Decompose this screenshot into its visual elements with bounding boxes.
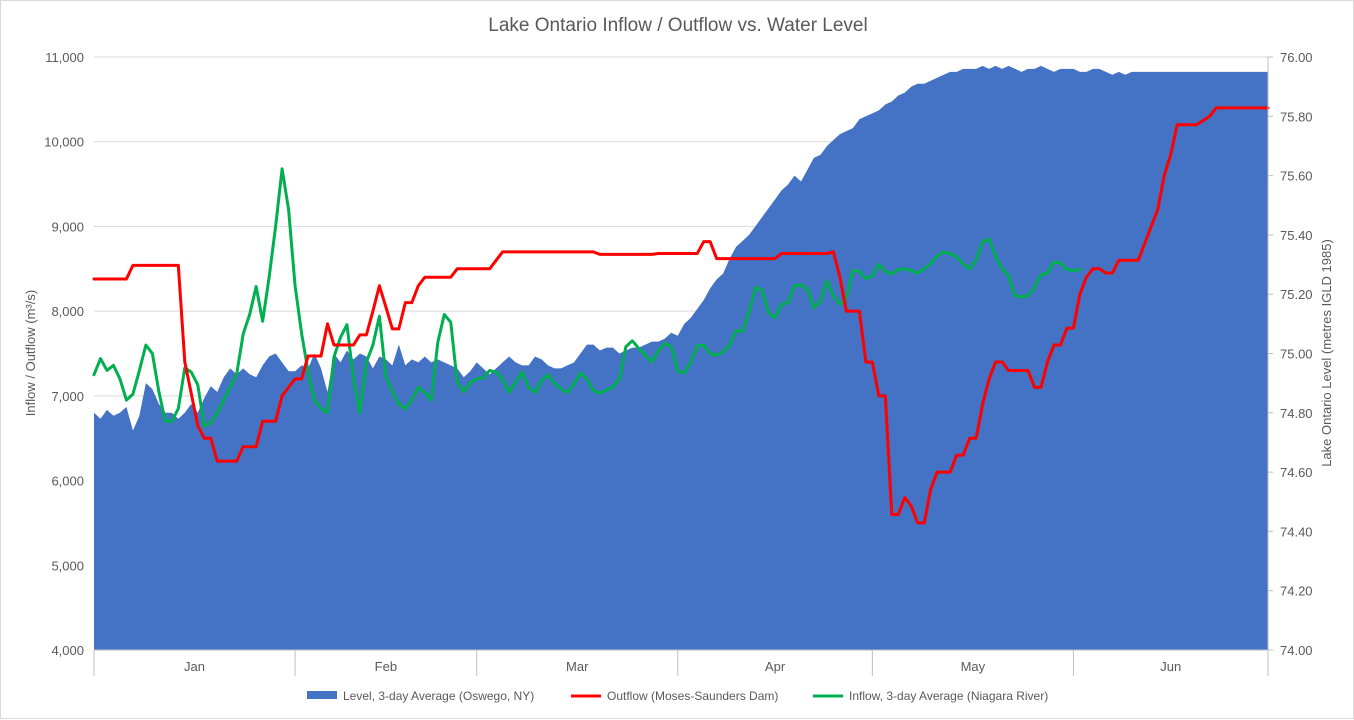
legend-label: Level, 3-day Average (Oswego, NY) (343, 689, 534, 703)
outflow-line (92, 106, 1270, 525)
y-axis-label-right: Lake Ontario Level (metres IGLD 1985) (1319, 239, 1334, 467)
chart-title: Lake Ontario Inflow / Outflow vs. Water … (488, 15, 867, 36)
left-tick-label: 8,000 (51, 304, 84, 319)
legend-swatch-level (307, 691, 337, 699)
left-tick-label: 10,000 (44, 135, 84, 150)
left-tick-label: 5,000 (51, 558, 84, 573)
legend-label: Outflow (Moses-Saunders Dam) (607, 689, 778, 703)
right-tick-label: 74.00 (1280, 643, 1313, 658)
right-tick-label: 74.60 (1280, 465, 1313, 480)
month-label: Jun (1160, 659, 1181, 674)
month-label: Mar (566, 659, 589, 674)
left-axis-ticks: 4,000 5,000 6,000 7,000 8,000 9,000 10,000 11,0… (44, 50, 84, 658)
left-tick-label: 6,000 (51, 474, 84, 489)
level-series (94, 65, 1268, 650)
y-axis-label-left: Inflow / Outflow (m³/s) (23, 290, 38, 416)
month-label: Apr (765, 659, 786, 674)
right-tick-label: 75.60 (1280, 169, 1313, 184)
right-tick-label: 74.20 (1280, 584, 1313, 599)
left-tick-label: 7,000 (51, 389, 84, 404)
right-tick-label: 75.80 (1280, 109, 1313, 124)
inflow-series (92, 167, 1082, 428)
left-tick-label: 4,000 (51, 643, 84, 658)
left-tick-label: 9,000 (51, 219, 84, 234)
month-label: Feb (375, 659, 397, 674)
right-tick-label: 74.40 (1280, 524, 1313, 539)
month-label: May (961, 659, 986, 674)
legend: Level, 3-day Average (Oswego, NY) Outflow… (307, 689, 1048, 703)
right-axis-ticks: 74.00 74.20 74.40 74.60 74.80 75.00 75.20 75.40… (1268, 50, 1313, 658)
level-area (94, 65, 1268, 650)
right-tick-label: 76.00 (1280, 50, 1313, 65)
outflow-series (92, 106, 1270, 525)
x-axis-month-labels: Jan Feb Mar Apr May Jun (93, 650, 1269, 676)
right-tick-label: 75.40 (1280, 228, 1313, 243)
inflow-line (92, 167, 1082, 428)
legend-label: Inflow, 3-day Average (Niagara River) (849, 689, 1048, 703)
right-tick-label: 75.00 (1280, 347, 1313, 362)
right-tick-label: 75.20 (1280, 287, 1313, 302)
right-tick-label: 74.80 (1280, 406, 1313, 421)
left-tick-label: 11,000 (45, 50, 84, 65)
month-label: Jan (184, 659, 205, 674)
